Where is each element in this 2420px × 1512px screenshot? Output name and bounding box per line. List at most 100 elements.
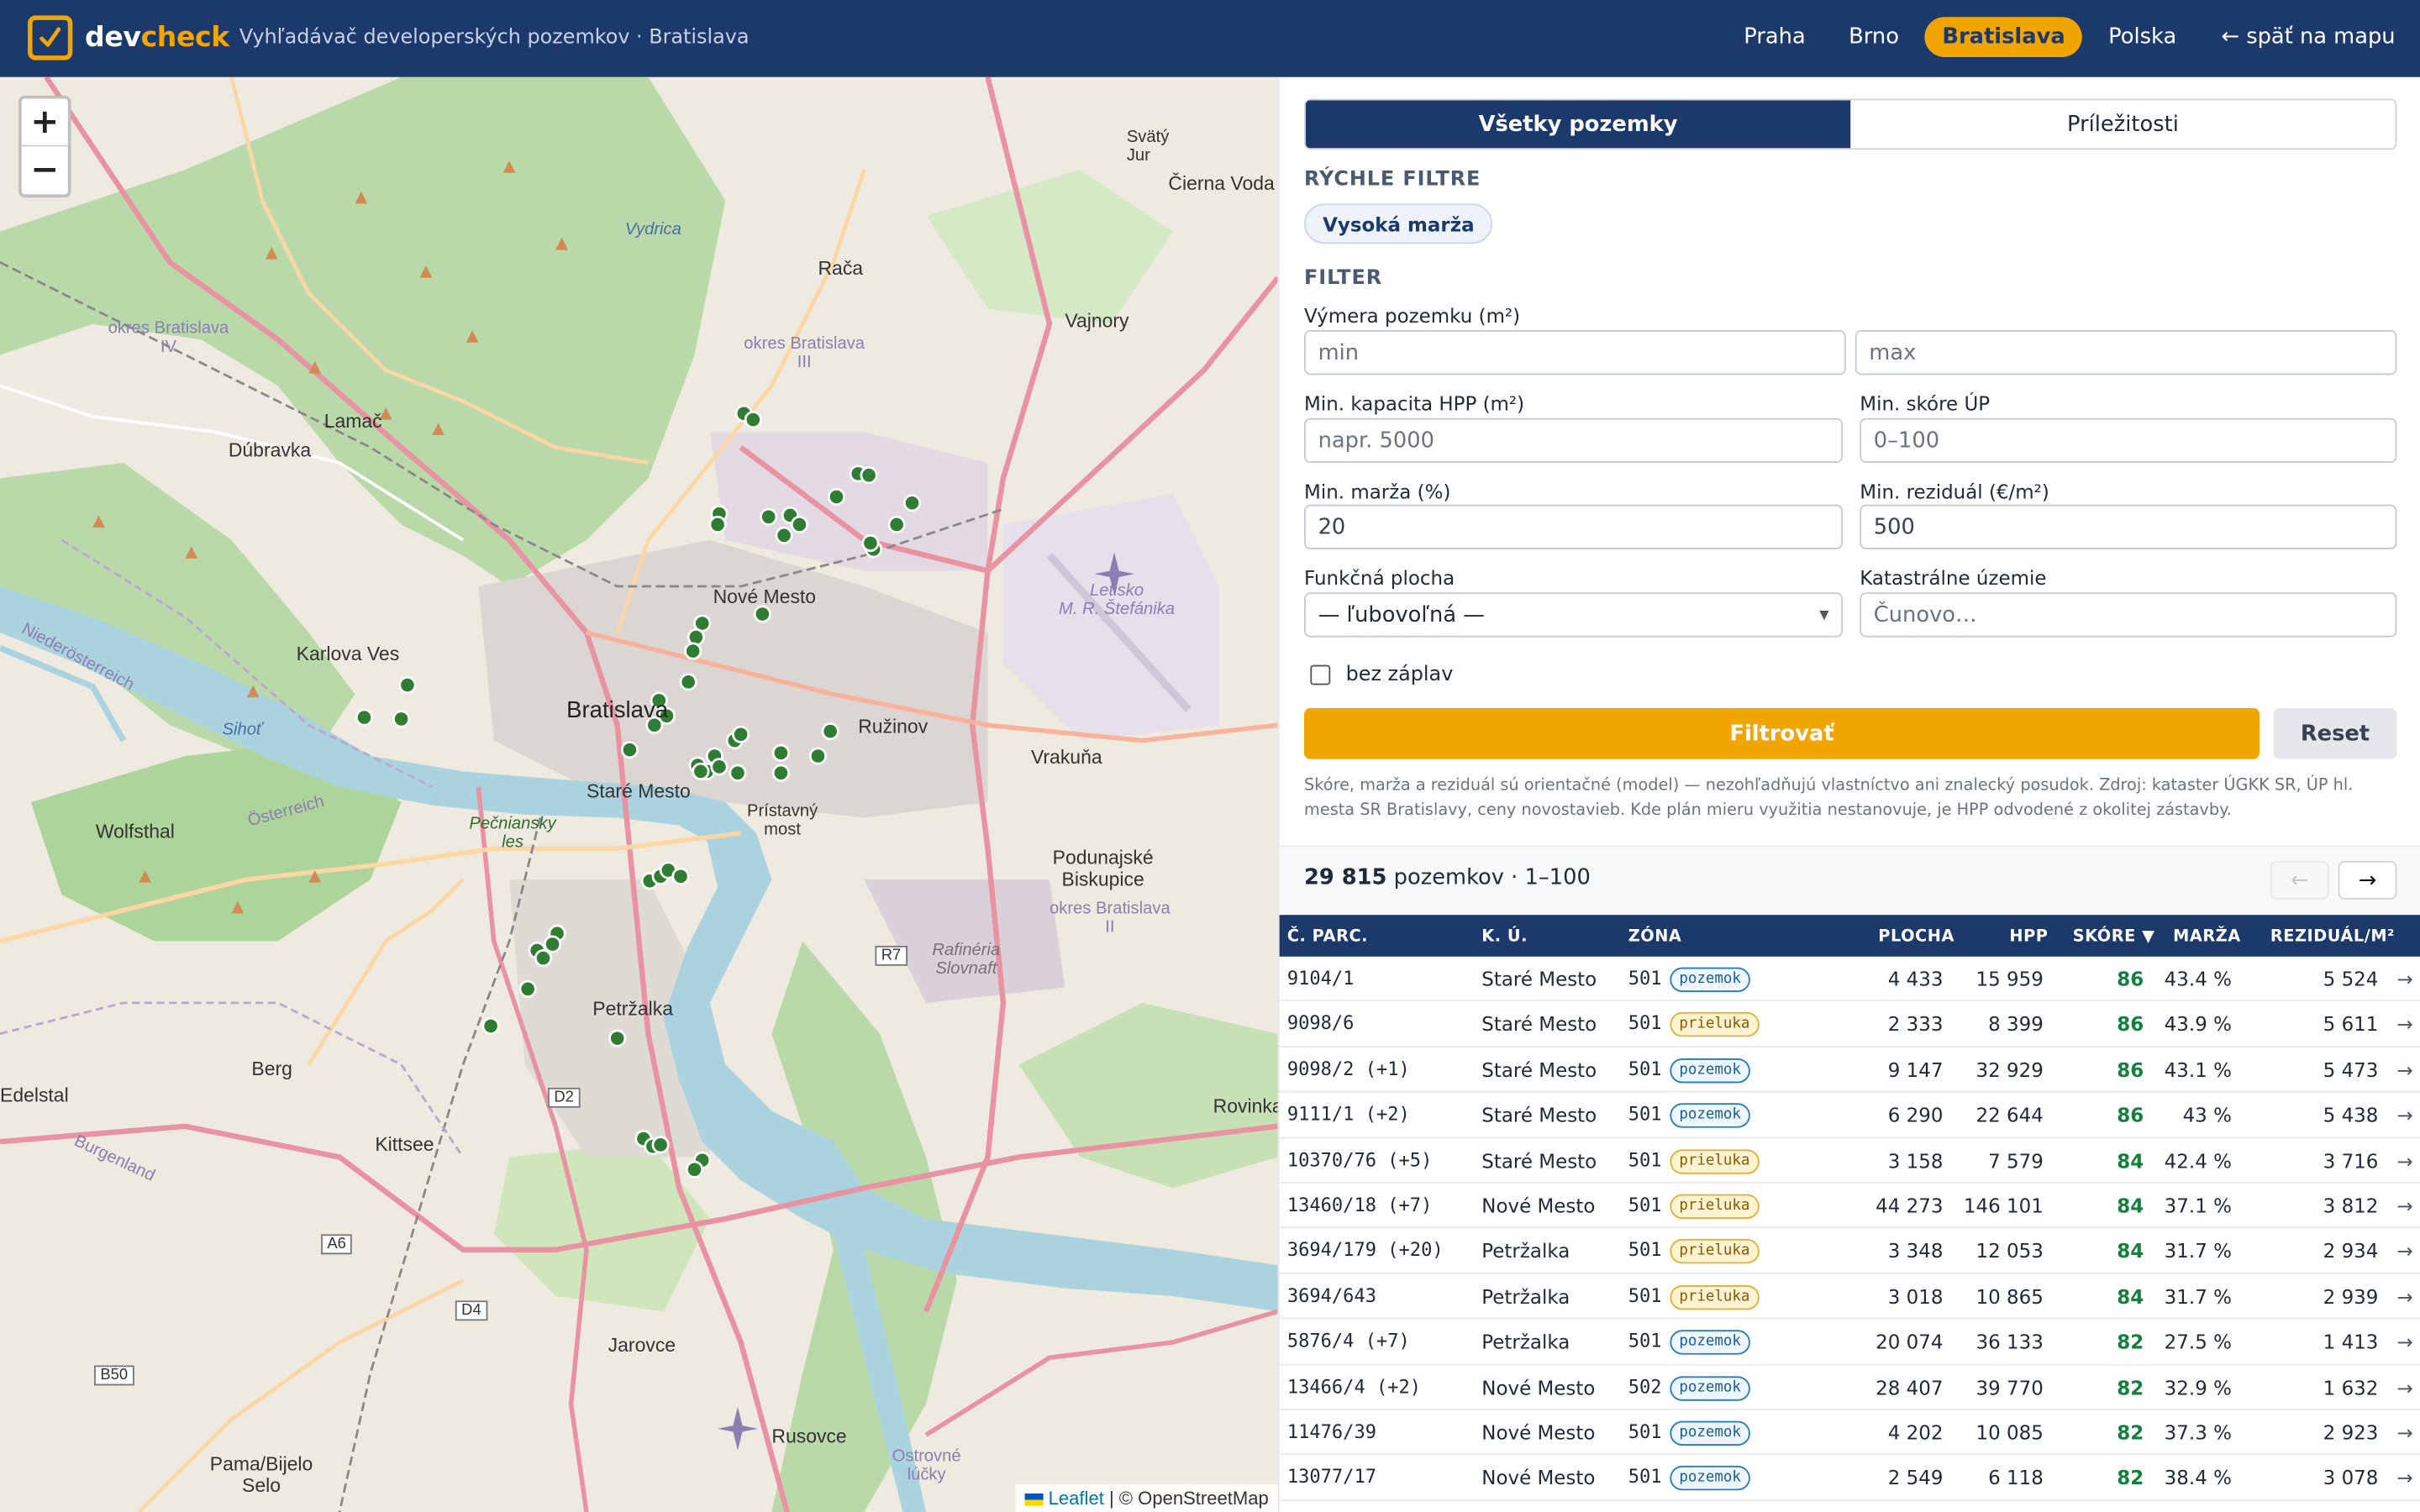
- leaflet-link[interactable]: Leaflet: [1048, 1487, 1104, 1509]
- col-area[interactable]: PLOCHA: [1878, 927, 1954, 946]
- table-row[interactable]: 9104/1 Staré Mesto 501 4 433 15 959 86 43.4 % 5…: [1279, 957, 2420, 1002]
- margin-input[interactable]: 20: [1304, 504, 1844, 549]
- cell-margin: 27.5 %: [2164, 1330, 2232, 1354]
- zone-type-badge: prieluka: [1670, 1239, 1760, 1264]
- cell-hpp: 7 579: [1988, 1148, 2044, 1173]
- table-row[interactable]: 9098/2 (+1) Staré Mesto 501 9 147 32 929 86 43…: [1279, 1047, 2420, 1093]
- tab-all-parcels[interactable]: Všetky pozemky: [1305, 100, 1851, 149]
- map-view[interactable]: Bratislava Nové Mesto Staré Mesto Ružino…: [0, 76, 1278, 1512]
- nav-bratislava[interactable]: Bratislava: [1925, 17, 2082, 57]
- area-min-input[interactable]: min: [1304, 330, 1846, 375]
- row-open-arrow-icon[interactable]: →: [2396, 1194, 2413, 1218]
- cell-score: 86: [2117, 1103, 2144, 1127]
- logo-check-icon[interactable]: [28, 15, 73, 60]
- residual-input[interactable]: 500: [1860, 504, 2397, 549]
- map-label-rovinka: Rovinka: [1213, 1095, 1278, 1117]
- pager-next-button[interactable]: →: [2338, 860, 2397, 900]
- col-parcel[interactable]: Č. PARC.: [1286, 927, 1369, 946]
- cell-area: 9 147: [1887, 1058, 1944, 1082]
- col-margin[interactable]: MARŽA: [2173, 927, 2241, 946]
- cell-margin: 38.4 %: [2164, 1466, 2232, 1489]
- row-open-arrow-icon[interactable]: →: [2396, 1148, 2413, 1173]
- col-cadastral[interactable]: K. Ú.: [1481, 927, 1528, 946]
- score-input[interactable]: 0–100: [1860, 417, 2397, 464]
- table-row[interactable]: 9098/6 Staré Mesto 501 2 333 8 399 86 43.9 % 5 …: [1279, 1002, 2420, 1047]
- cell-cadastral: Petržalka: [1481, 1330, 1570, 1354]
- cell-score: 84: [2117, 1284, 2144, 1309]
- row-open-arrow-icon[interactable]: →: [2396, 1012, 2413, 1037]
- flood-checkbox[interactable]: [1310, 664, 1331, 685]
- osm-attribution[interactable]: | © OpenStreetMap: [1103, 1487, 1269, 1509]
- zoom-in-button[interactable]: +: [21, 99, 68, 147]
- table-row[interactable]: 11476/39 Nové Mesto 501 4 202 10 085 82 37.3 %…: [1279, 1410, 2420, 1456]
- cell-parcel: 13077/17: [1286, 1466, 1376, 1488]
- table-row[interactable]: 13460/18 (+7) Nové Mesto 501 44 273 146 101 8…: [1279, 1184, 2420, 1229]
- row-open-arrow-icon[interactable]: →: [2396, 1420, 2413, 1445]
- city-nav: Praha Brno Bratislava Polska ← späť na m…: [1727, 17, 2405, 57]
- table-row[interactable]: 3694/643 Petržalka 501 3 018 10 865 84 31.7 % 2…: [1279, 1274, 2420, 1320]
- function-select[interactable]: — ľubovoľná — ▼: [1304, 592, 1844, 638]
- quick-filter-high-margin[interactable]: Vysoká marža: [1304, 203, 1493, 244]
- margin-label: Min. marža (%): [1304, 480, 1451, 503]
- col-score[interactable]: SKÓRE ▼: [2072, 927, 2155, 946]
- logo-text[interactable]: devcheck: [85, 22, 229, 55]
- map-label-pecniansky: Pečniansky les: [469, 814, 556, 852]
- cell-margin: 32.9 %: [2164, 1375, 2232, 1399]
- map-label-rusovce: Rusovce: [771, 1425, 847, 1447]
- cell-zone: 501: [1628, 1420, 1662, 1443]
- cell-score: 84: [2117, 1148, 2144, 1173]
- cell-zone: 501: [1628, 1058, 1662, 1080]
- cell-area: 28 407: [1876, 1375, 1944, 1399]
- row-open-arrow-icon[interactable]: →: [2396, 1330, 2413, 1354]
- area-max-input[interactable]: max: [1854, 330, 2397, 375]
- road-shield-r7: R7: [875, 945, 908, 966]
- col-hpp[interactable]: HPP: [2009, 927, 2049, 946]
- cell-zone: 501: [1628, 1148, 1662, 1171]
- row-open-arrow-icon[interactable]: →: [2396, 1058, 2413, 1082]
- filter-button[interactable]: Filtrovať: [1304, 708, 2260, 759]
- table-row[interactable]: 5876/4 (+7) Petržalka 501 20 074 36 133 82 27.…: [1279, 1320, 2420, 1365]
- nav-polska[interactable]: Polska: [2108, 24, 2177, 50]
- row-open-arrow-icon[interactable]: →: [2396, 1466, 2413, 1489]
- table-row[interactable]: 13466/4 (+2) Nové Mesto 502 28 407 39 770 82 3…: [1279, 1365, 2420, 1410]
- cell-area: 2 549: [1887, 1466, 1944, 1489]
- table-row[interactable]: 13077/17 Nové Mesto 501 2 549 6 118 82 38.4 % 3…: [1279, 1456, 2420, 1501]
- cell-zone: 501: [1628, 1466, 1662, 1488]
- map-label-sihot: Sihoť: [222, 720, 263, 739]
- row-open-arrow-icon[interactable]: →: [2396, 1375, 2413, 1399]
- tab-opportunities[interactable]: Príležitosti: [2067, 112, 2179, 137]
- row-open-arrow-icon[interactable]: →: [2396, 967, 2413, 991]
- cadastral-label: Katastrálne územie: [1860, 566, 2047, 590]
- cell-zone: 501: [1628, 967, 1662, 990]
- cell-cadastral: Staré Mesto: [1481, 1012, 1597, 1037]
- nav-praha[interactable]: Praha: [1744, 24, 1806, 50]
- row-open-arrow-icon[interactable]: →: [2396, 1284, 2413, 1309]
- cell-margin: 43.4 %: [2164, 967, 2232, 991]
- col-residual[interactable]: REZIDUÁL/M²: [2270, 927, 2396, 946]
- col-zone[interactable]: ZÓNA: [1628, 927, 1682, 946]
- cell-area: 3 018: [1887, 1284, 1944, 1309]
- row-open-arrow-icon[interactable]: →: [2396, 1103, 2413, 1127]
- map-label-kittsee: Kittsee: [375, 1134, 434, 1156]
- flood-filter[interactable]: bez záplav: [1310, 664, 1453, 686]
- table-row[interactable]: 10370/76 (+5) Staré Mesto 501 3 158 7 579 84 4…: [1279, 1138, 2420, 1184]
- cell-residual: 2 939: [2323, 1284, 2379, 1309]
- table-row[interactable]: 9111/1 (+2) Staré Mesto 501 6 290 22 644 86 43…: [1279, 1093, 2420, 1138]
- cell-score: 82: [2117, 1330, 2144, 1354]
- cell-residual: 5 611: [2323, 1012, 2379, 1037]
- map-label-raca: Rača: [818, 257, 864, 280]
- cell-hpp: 12 053: [1975, 1239, 2044, 1263]
- cell-parcel: 3694/179 (+20): [1286, 1239, 1444, 1262]
- cadastral-input[interactable]: Čunovo…: [1860, 592, 2397, 638]
- cell-cadastral: Nové Mesto: [1481, 1420, 1596, 1445]
- back-to-map-link[interactable]: ← späť na mapu: [2221, 24, 2396, 50]
- row-open-arrow-icon[interactable]: →: [2396, 1239, 2413, 1263]
- table-body: 9104/1 Staré Mesto 501 4 433 15 959 86 43.4 % 5…: [1279, 957, 2420, 1501]
- nav-brno[interactable]: Brno: [1849, 24, 1899, 50]
- cell-parcel: 11476/39: [1286, 1420, 1376, 1443]
- pager-prev-button[interactable]: ←: [2270, 860, 2329, 900]
- table-row[interactable]: 3694/179 (+20) Petržalka 501 3 348 12 053 84 3…: [1279, 1229, 2420, 1274]
- hpp-input[interactable]: napr. 5000: [1304, 417, 1844, 464]
- reset-button[interactable]: Reset: [2273, 708, 2397, 759]
- zoom-out-button[interactable]: −: [30, 151, 60, 190]
